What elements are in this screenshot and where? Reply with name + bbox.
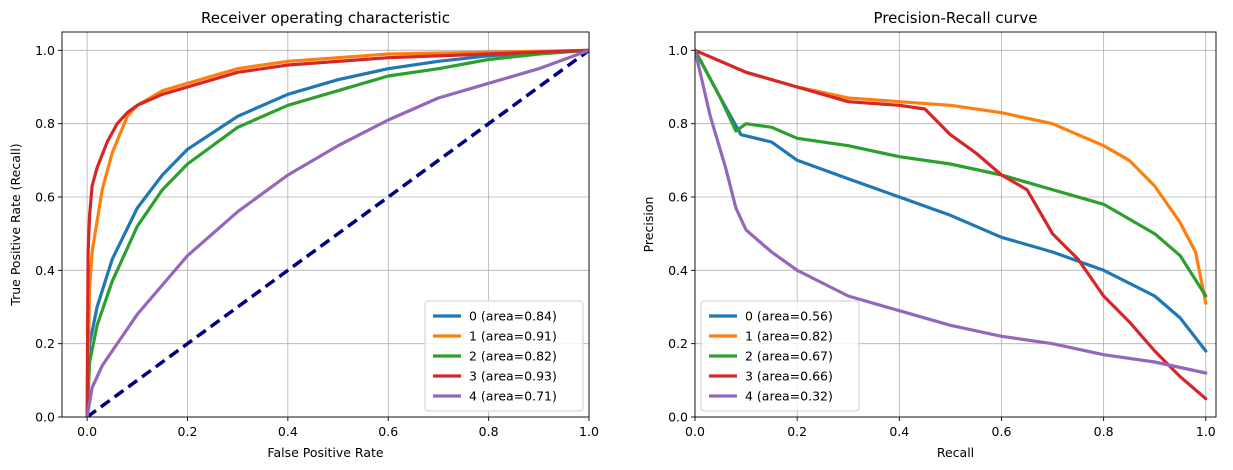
series-group xyxy=(85,48,589,417)
series-line-4 xyxy=(85,48,589,417)
legend-label-2: 2 (area=0.82) xyxy=(469,349,557,364)
y-tick-label: 0.0 xyxy=(35,410,55,425)
series-line-0 xyxy=(695,48,1208,353)
y-tick-label: 0.0 xyxy=(668,410,688,425)
y-tick-label: 0.4 xyxy=(668,263,688,278)
y-tick-label: 0.8 xyxy=(668,116,688,131)
x-tick-label: 0.6 xyxy=(378,424,398,439)
series-group xyxy=(695,48,1208,401)
x-tick-label: 1.0 xyxy=(1196,424,1216,439)
x-tick-label: 0.6 xyxy=(992,424,1012,439)
x-tick-label: 0.2 xyxy=(787,424,807,439)
x-axis-label: Recall xyxy=(937,445,974,460)
y-tick-label: 0.6 xyxy=(668,190,688,205)
legend-label-1: 1 (area=0.82) xyxy=(745,329,833,344)
legend-label-0: 0 (area=0.84) xyxy=(469,309,557,324)
series-line-2 xyxy=(85,48,589,417)
x-axis-label: False Positive Rate xyxy=(267,445,383,460)
series-line-2 xyxy=(695,48,1208,298)
chart-title: Receiver operating characteristic xyxy=(201,9,450,27)
series-line-1 xyxy=(85,48,589,417)
x-tick-label: 0.8 xyxy=(479,424,499,439)
legend: 0 (area=0.56) 1 (area=0.82) 2 (area=0.67) 3… xyxy=(700,300,860,412)
legend-label-4: 4 (area=0.71) xyxy=(469,389,557,404)
series-line-1 xyxy=(695,48,1208,305)
x-tick-label: 1.0 xyxy=(579,424,599,439)
series-line-4 xyxy=(695,48,1208,375)
legend-label-1: 1 (area=0.91) xyxy=(469,329,557,344)
plot-frame xyxy=(61,31,590,418)
y-tick-label: 0.2 xyxy=(668,336,688,351)
y-axis-label: Precision xyxy=(641,197,656,253)
series-line-3 xyxy=(695,48,1208,401)
x-tick-label: 0.4 xyxy=(889,424,909,439)
legend-box xyxy=(700,300,860,412)
y-axis-label: True Positive Rate (Recall) xyxy=(8,143,23,306)
y-tick-label: 0.8 xyxy=(35,116,55,131)
y-tick-label: 0.6 xyxy=(35,190,55,205)
series-line-0 xyxy=(85,48,589,417)
y-tick-label: 0.4 xyxy=(35,263,55,278)
chart-1: 0.0 0.2 0.4 0.6 0.8 1.0 0.0 0.2 0.4 0.6 0.8 1.0 Prec… xyxy=(641,9,1217,460)
y-tick-label: 1.0 xyxy=(35,43,55,58)
reference-diagonal-line xyxy=(86,48,589,417)
x-tick-label: 0.8 xyxy=(1094,424,1114,439)
legend-label-2: 2 (area=0.67) xyxy=(745,349,833,364)
chart-0: 0.0 0.2 0.4 0.6 0.8 1.0 0.0 0.2 0.4 0.6 0.8 1.0 Rece… xyxy=(8,9,599,460)
chart-title: Precision-Recall curve xyxy=(874,9,1038,27)
legend-label-4: 4 (area=0.32) xyxy=(745,389,833,404)
y-tick-label: 1.0 xyxy=(668,43,688,58)
series-line-3 xyxy=(85,48,589,417)
x-tick-label: 0.4 xyxy=(278,424,298,439)
legend-box xyxy=(424,300,584,412)
legend-label-3: 3 (area=0.66) xyxy=(745,369,833,384)
y-tick-label: 0.2 xyxy=(35,336,55,351)
plot-frame xyxy=(694,31,1217,418)
legend-label-3: 3 (area=0.93) xyxy=(469,369,557,384)
x-tick-label: 0.0 xyxy=(685,424,705,439)
x-tick-label: 0.2 xyxy=(178,424,198,439)
legend: 0 (area=0.84) 1 (area=0.91) 2 (area=0.82) 3… xyxy=(424,300,584,412)
x-tick-label: 0.0 xyxy=(77,424,97,439)
legend-label-0: 0 (area=0.56) xyxy=(745,309,833,324)
